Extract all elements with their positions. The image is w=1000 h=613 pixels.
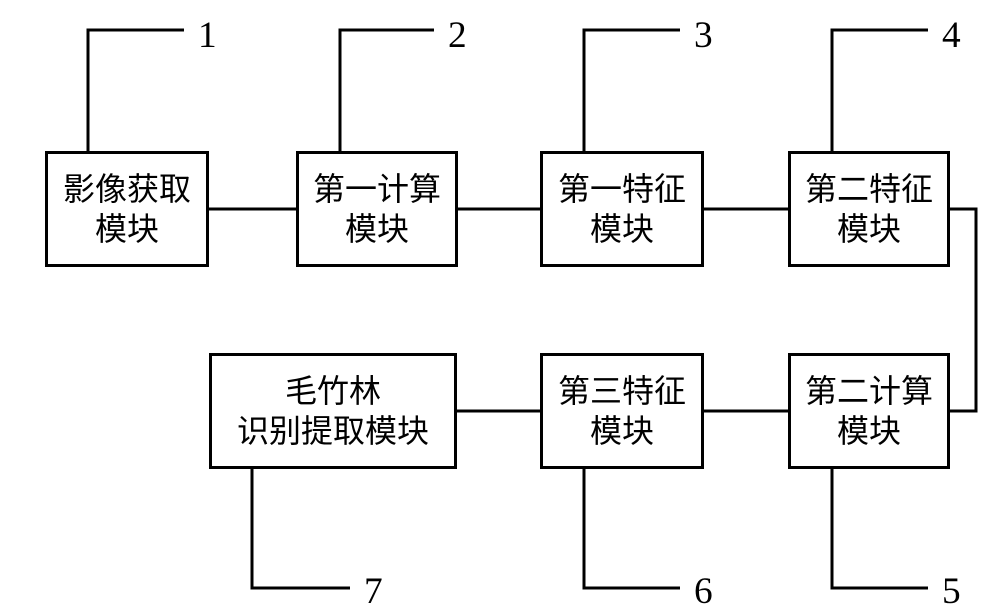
flow-node-n7: 毛竹林 识别提取模块 bbox=[209, 353, 457, 469]
callout-number-n4: 4 bbox=[942, 14, 961, 57]
flow-node-n2: 第一计算 模块 bbox=[296, 151, 458, 267]
callout-line-n4 bbox=[832, 30, 928, 151]
callout-number-n3: 3 bbox=[694, 14, 713, 57]
callout-number-n5: 5 bbox=[942, 570, 961, 613]
callout-number-n7: 7 bbox=[364, 570, 383, 613]
callout-number-n1: 1 bbox=[198, 14, 217, 57]
flow-node-n1: 影像获取 模块 bbox=[45, 151, 209, 267]
callout-line-n6 bbox=[584, 469, 680, 588]
callout-line-n3 bbox=[584, 30, 680, 151]
flow-node-n4: 第二特征 模块 bbox=[788, 151, 950, 267]
callout-line-n7 bbox=[252, 469, 350, 588]
callout-line-n5 bbox=[832, 469, 928, 588]
callout-line-n1 bbox=[88, 30, 184, 151]
edge-n4-n5 bbox=[950, 209, 976, 411]
flow-node-n3: 第一特征 模块 bbox=[540, 151, 704, 267]
flow-node-n6: 第三特征 模块 bbox=[540, 353, 704, 469]
callout-number-n2: 2 bbox=[448, 14, 467, 57]
diagram-stage: 影像获取 模块1第一计算 模块2第一特征 模块3第二特征 模块4第二计算 模块5… bbox=[0, 0, 1000, 606]
flow-node-n5: 第二计算 模块 bbox=[788, 353, 950, 469]
callout-line-n2 bbox=[340, 30, 434, 151]
connectors-layer bbox=[0, 0, 1000, 606]
callout-number-n6: 6 bbox=[694, 570, 713, 613]
